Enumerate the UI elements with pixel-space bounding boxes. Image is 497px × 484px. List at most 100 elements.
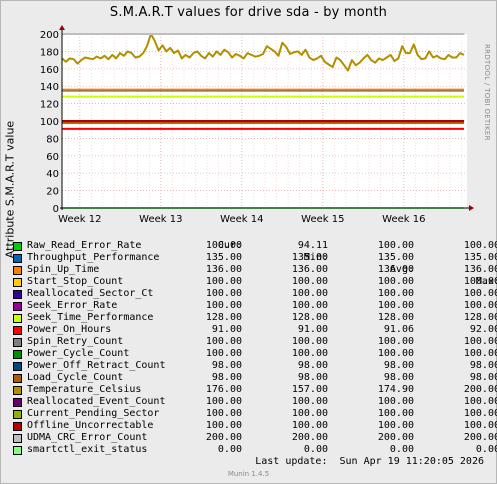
legend-avg-value: 135.00 xyxy=(377,252,414,263)
legend-min-value: 100.00 xyxy=(291,300,328,311)
legend-avg-value: 100.00 xyxy=(377,240,414,251)
axes-layer xyxy=(59,25,474,211)
legend-cur-value: 98.00 xyxy=(211,360,242,371)
legend-cur-value: 91.00 xyxy=(211,324,242,335)
legend-swatch xyxy=(13,374,22,383)
legend-swatch xyxy=(13,410,22,419)
legend-header-cur: Cur: xyxy=(217,240,242,251)
legend-series-name: Temperature_Celsius xyxy=(27,384,142,395)
legend-series-name: Spin_Retry_Count xyxy=(27,336,124,347)
legend-series-name: Power_On_Hours xyxy=(27,324,112,335)
legend-max-value: 100.00 xyxy=(463,288,497,299)
legend-cur-value: 100.00 xyxy=(205,288,242,299)
legend-item: Reallocated_Event_Count 100.00 100.00 100.0… xyxy=(12,396,497,408)
legend-item: Seek_Time_Performance 128.00 128.00 128.00 1… xyxy=(12,312,497,324)
legend-avg-value: 100.00 xyxy=(377,420,414,431)
legend-swatch xyxy=(13,446,22,455)
legend-item: smartctl_exit_status 0.00 0.00 0.00 0.00 xyxy=(12,444,497,456)
y-axis-arrow xyxy=(59,25,65,30)
legend-max-value: 100.00 xyxy=(463,240,497,251)
legend-max-value: 200.00 xyxy=(463,432,497,443)
legend-series-name: Power_Off_Retract_Count xyxy=(27,360,166,371)
legend-item: Reallocated_Sector_Ct 100.00 100.00 100.00 1… xyxy=(12,288,497,300)
legend-series-name: Start_Stop_Count xyxy=(27,276,124,287)
legend-item: Spin_Up_Time 136.00 136.00 136.00 136.00 xyxy=(12,264,497,276)
legend-swatch xyxy=(13,326,22,335)
legend-header-min: Min: xyxy=(303,252,328,263)
munin-version: Munin 1.4.5 xyxy=(227,470,270,478)
legend-header-max: Max: xyxy=(475,276,497,287)
legend-min-value: 136.00 xyxy=(291,264,328,275)
legend-swatch xyxy=(13,434,22,443)
legend-min-value: 100.00 xyxy=(291,396,328,407)
legend-swatch xyxy=(13,362,22,371)
legend-cur-value: 100.00 xyxy=(205,300,242,311)
y-tick-label: 180 xyxy=(40,47,59,58)
y-tick-label: 80 xyxy=(46,134,59,145)
legend-swatch xyxy=(13,314,22,323)
legend-avg-value: 136.00 xyxy=(377,264,414,275)
legend-item: Temperature_Celsius 176.00 157.00 174.90 200… xyxy=(12,384,497,396)
legend-swatch xyxy=(13,350,22,359)
x-tick-label: Week 16 xyxy=(382,214,425,225)
legend-series-name: Reallocated_Sector_Ct xyxy=(27,288,154,299)
legend-max-value: 100.00 xyxy=(463,348,497,359)
legend: Cur: Min: Avg: Max: Raw_Read_Error_Rate 1… xyxy=(12,228,497,456)
legend-swatch xyxy=(13,338,22,347)
legend-item: Power_Off_Retract_Count 98.00 98.00 98.00 98… xyxy=(12,360,497,372)
legend-swatch xyxy=(13,242,22,251)
legend-min-value: 100.00 xyxy=(291,276,328,287)
legend-cur-value: 100.00 xyxy=(205,336,242,347)
legend-avg-value: 100.00 xyxy=(377,408,414,419)
legend-avg-value: 174.90 xyxy=(377,384,414,395)
legend-max-value: 200.00 xyxy=(463,384,497,395)
legend-item: Raw_Read_Error_Rate 100.00 94.11 100.00 100.… xyxy=(12,240,497,252)
legend-min-value: 98.00 xyxy=(297,372,328,383)
legend-avg-value: 200.00 xyxy=(377,432,414,443)
legend-min-value: 91.00 xyxy=(297,324,328,335)
legend-series-name: Load_Cycle_Count xyxy=(27,372,124,383)
legend-avg-value: 91.06 xyxy=(383,324,414,335)
legend-swatch xyxy=(13,422,22,431)
legend-series-name: Power_Cycle_Count xyxy=(27,348,130,359)
legend-cur-value: 100.00 xyxy=(205,240,242,251)
legend-cur-value: 0.00 xyxy=(217,444,242,455)
y-tick-label: 0 xyxy=(53,204,59,215)
legend-max-value: 100.00 xyxy=(463,408,497,419)
x-tick-label: Week 12 xyxy=(58,214,101,225)
legend-min-value: 100.00 xyxy=(291,336,328,347)
legend-max-value: 128.00 xyxy=(463,312,497,323)
legend-max-value: 100.00 xyxy=(463,420,497,431)
legend-avg-value: 128.00 xyxy=(377,312,414,323)
legend-cur-value: 100.00 xyxy=(205,396,242,407)
legend-min-value: 94.11 xyxy=(297,240,328,251)
legend-swatch xyxy=(13,302,22,311)
legend-series-name: Current_Pending_Sector xyxy=(27,408,160,419)
legend-cur-value: 100.00 xyxy=(205,276,242,287)
legend-min-value: 0.00 xyxy=(303,444,328,455)
legend-min-value: 157.00 xyxy=(291,384,328,395)
x-axis-arrow xyxy=(469,205,474,211)
legend-cur-value: 200.00 xyxy=(205,432,242,443)
legend-item: UDMA_CRC_Error_Count 200.00 200.00 200.00 20… xyxy=(12,432,497,444)
legend-min-value: 128.00 xyxy=(291,312,328,323)
legend-item: Spin_Retry_Count 100.00 100.00 100.00 100.00 xyxy=(12,336,497,348)
y-tick-label: 40 xyxy=(46,169,59,180)
legend-series-name: Seek_Error_Rate xyxy=(27,300,118,311)
legend-cur-value: 100.00 xyxy=(205,420,242,431)
legend-cur-value: 128.00 xyxy=(205,312,242,323)
legend-header: Cur: Min: Avg: Max: xyxy=(12,228,497,287)
legend-max-value: 100.00 xyxy=(463,276,497,287)
legend-series-name: Spin_Up_Time xyxy=(27,264,100,275)
legend-min-value: 100.00 xyxy=(291,288,328,299)
legend-item: Current_Pending_Sector 100.00 100.00 100.00… xyxy=(12,408,497,420)
legend-series-name: Offline_Uncorrectable xyxy=(27,420,154,431)
legend-item: Seek_Error_Rate 100.00 100.00 100.00 100.00 xyxy=(12,300,497,312)
legend-header-avg: Avg: xyxy=(389,264,414,275)
legend-avg-value: 100.00 xyxy=(377,276,414,287)
legend-cur-value: 100.00 xyxy=(205,408,242,419)
legend-min-value: 135.00 xyxy=(291,252,328,263)
legend-swatch xyxy=(13,290,22,299)
legend-series-name: smartctl_exit_status xyxy=(27,444,148,455)
legend-avg-value: 100.00 xyxy=(377,336,414,347)
